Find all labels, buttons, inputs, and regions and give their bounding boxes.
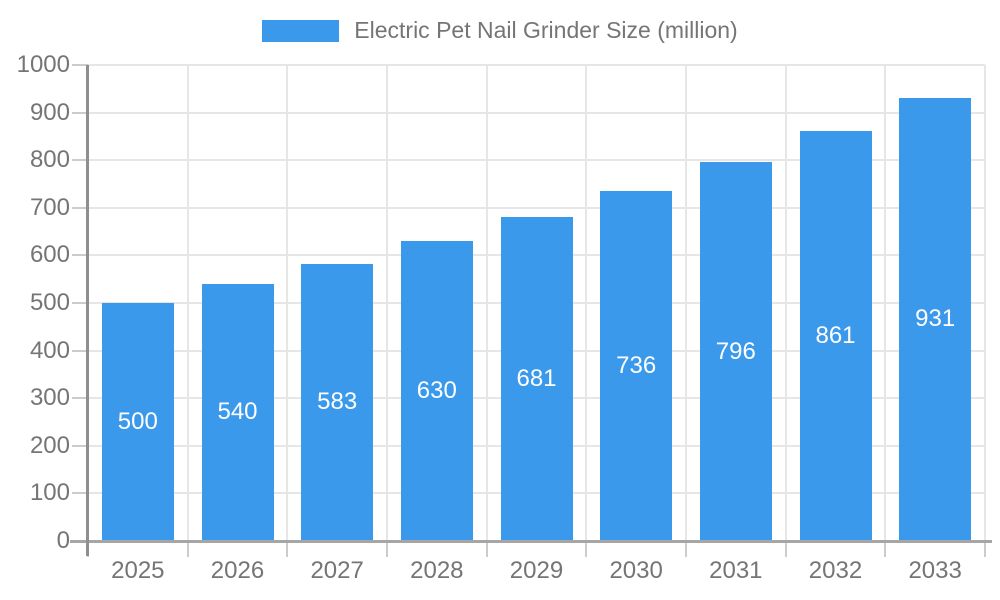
bar[interactable]: 736 — [600, 190, 673, 541]
y-axis-tick-label: 100 — [29, 479, 70, 507]
bar[interactable]: 540 — [201, 283, 274, 541]
bar-value-label: 796 — [715, 337, 756, 365]
x-axis-tick — [685, 543, 687, 557]
gridline-vertical — [386, 65, 388, 541]
y-axis-tick — [72, 492, 88, 495]
y-axis-tick-label: 700 — [29, 193, 70, 221]
y-axis-tick — [72, 444, 88, 447]
legend-label: Electric Pet Nail Grinder Size (million) — [354, 17, 738, 43]
y-axis-tick-label: 200 — [29, 431, 70, 459]
y-axis-tick-label: 800 — [29, 146, 70, 174]
gridline-vertical — [585, 65, 588, 541]
y-axis-tick — [72, 254, 88, 257]
bar-value-label: 630 — [416, 377, 457, 405]
y-axis-tick — [72, 397, 88, 400]
y-axis-tick-label: 500 — [29, 289, 70, 316]
gridline-vertical — [884, 65, 887, 541]
x-axis-tick — [585, 543, 588, 557]
x-axis-tick-label: 2025 — [111, 557, 165, 584]
x-axis-line — [70, 540, 992, 543]
y-axis-tick — [72, 111, 88, 114]
y-axis-tick — [72, 64, 88, 66]
y-axis-tick — [72, 159, 88, 162]
gridline-vertical — [186, 65, 189, 541]
y-axis-tick — [72, 302, 88, 304]
x-axis-tick-label: 2033 — [908, 557, 962, 584]
bar[interactable]: 630 — [400, 241, 473, 541]
x-axis-tick — [784, 543, 787, 557]
y-axis-tick-label: 600 — [29, 241, 70, 269]
x-axis-tick — [286, 543, 289, 557]
gridline-horizontal — [88, 159, 985, 162]
bar[interactable]: 583 — [301, 263, 374, 541]
x-axis-tick-label: 2028 — [410, 557, 464, 584]
bar-value-label: 500 — [117, 408, 158, 435]
bar-value-label: 861 — [815, 322, 856, 350]
bar[interactable]: 931 — [899, 97, 972, 541]
y-axis-tick — [72, 206, 88, 209]
x-axis-tick — [884, 543, 887, 557]
bar[interactable]: 861 — [799, 131, 872, 541]
legend-item[interactable]: Electric Pet Nail Grinder Size (million) — [0, 17, 1000, 44]
x-axis-tick — [485, 543, 488, 557]
gridline-vertical — [685, 65, 687, 541]
bar-value-label: 736 — [616, 351, 657, 379]
x-axis-tick-label: 2031 — [709, 557, 763, 584]
gridline-horizontal — [88, 111, 985, 114]
bar-value-label: 931 — [915, 305, 956, 333]
plot-area: 500 540 583 630 681 736 796 861 931 — [87, 64, 986, 541]
gridline-horizontal — [88, 64, 985, 66]
y-axis-line — [86, 65, 89, 556]
y-axis-tick-label: 0 — [56, 527, 70, 554]
gridline-vertical — [784, 65, 787, 541]
x-axis-tick-label: 2027 — [310, 557, 364, 584]
bar-value-label: 681 — [516, 364, 557, 392]
x-axis-tick-label: 2029 — [509, 557, 564, 584]
y-axis-tick-label: 300 — [29, 384, 70, 412]
x-axis-tick-label: 2032 — [808, 557, 863, 584]
gridline-horizontal — [88, 206, 985, 209]
gridline-vertical — [485, 65, 488, 541]
bar[interactable]: 796 — [699, 162, 772, 541]
x-axis-tick-label: 2026 — [210, 557, 265, 584]
gridline-vertical — [286, 65, 289, 541]
x-axis-tick — [386, 543, 388, 557]
x-axis-tick — [984, 543, 986, 557]
gridline-vertical — [984, 65, 986, 541]
y-axis-tick — [72, 349, 88, 352]
bar-value-label: 583 — [317, 388, 358, 416]
x-axis-tick-label: 2030 — [609, 557, 663, 584]
y-axis-tick-label: 400 — [29, 336, 70, 364]
bar[interactable]: 500 — [101, 303, 174, 541]
y-axis-tick-label: 1000 — [16, 51, 70, 78]
y-axis-tick-label: 900 — [29, 98, 70, 126]
legend-swatch-icon — [262, 19, 340, 42]
x-axis-tick — [186, 543, 189, 557]
bar-value-label: 540 — [217, 398, 258, 426]
bar[interactable]: 681 — [500, 216, 573, 541]
